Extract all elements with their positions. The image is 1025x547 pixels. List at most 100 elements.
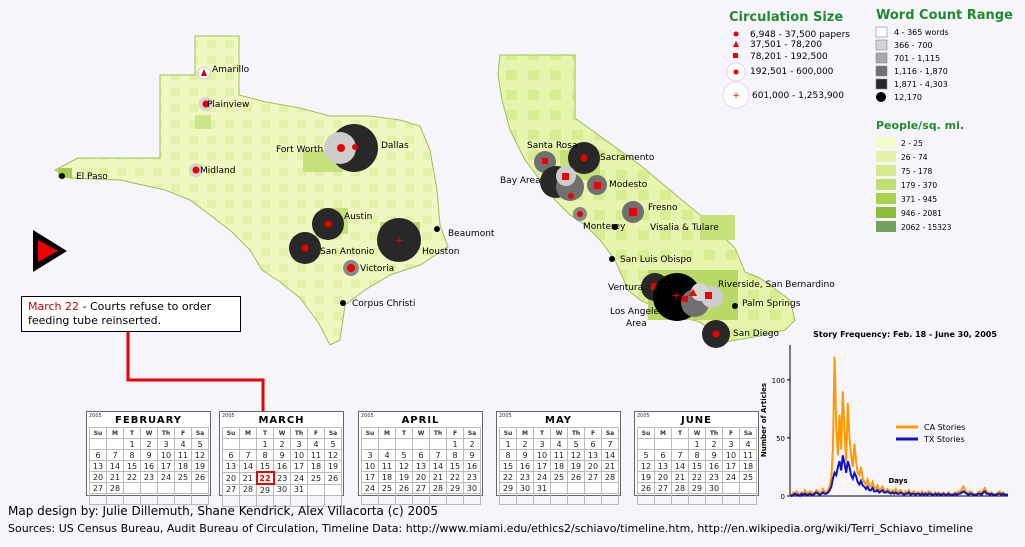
calendar-day[interactable]: 21 [106,471,124,483]
calendar-day[interactable]: 21 [601,460,619,472]
calendar-day[interactable]: 30 [516,482,534,494]
calendar-day[interactable]: 12 [567,449,585,461]
calendar-day[interactable]: 24 [722,471,740,483]
calendar-day[interactable]: 15 [446,460,464,472]
calendar-day[interactable]: 31 [533,482,551,494]
calendar-day[interactable]: 14 [671,460,689,472]
calendar-day[interactable]: 23 [705,471,723,483]
calendar-day[interactable]: 4 [550,438,568,450]
calendar-day[interactable]: 2 [273,438,291,450]
calendar-day[interactable]: 13 [412,460,430,472]
calendar-day[interactable]: 6 [222,449,240,461]
calendar-day[interactable]: 15 [688,460,706,472]
calendar-day[interactable]: 15 [256,460,274,473]
calendar-day[interactable]: 29 [446,482,464,494]
calendar-day[interactable]: 13 [222,460,240,473]
newspaper-marker[interactable] [377,218,421,262]
calendar-day[interactable]: 9 [273,449,291,461]
calendar-day[interactable]: 13 [584,449,602,461]
calendar-day[interactable]: 10 [722,449,740,461]
calendar-day[interactable]: 19 [191,460,209,472]
calendar-day[interactable]: 19 [395,471,413,483]
calendar-day[interactable]: 30 [273,483,291,496]
calendar-day[interactable]: 23 [463,471,481,483]
calendar-day[interactable]: 26 [191,471,209,483]
calendar-day[interactable]: 9 [516,449,534,461]
calendar-day[interactable]: 8 [123,449,141,461]
calendar-day[interactable]: 28 [106,482,124,494]
calendar-day[interactable]: 25 [550,471,568,483]
calendar-day[interactable]: 28 [671,482,689,494]
calendar-day[interactable]: 11 [550,449,568,461]
calendar-day[interactable]: 3 [290,438,308,450]
calendar-day[interactable]: 17 [157,460,175,472]
calendar-day[interactable]: 3 [157,438,175,450]
calendar-day[interactable]: 17 [361,471,379,483]
calendar-day[interactable]: 10 [290,449,308,461]
calendar-day[interactable]: 14 [106,460,124,472]
calendar-day[interactable]: 28 [429,482,447,494]
calendar-day[interactable]: 23 [516,471,534,483]
calendar-day[interactable]: 12 [637,460,655,472]
calendar-day[interactable]: 11 [378,460,396,472]
calendar-day[interactable]: 9 [140,449,158,461]
calendar-day[interactable]: 2 [516,438,534,450]
calendar-day[interactable]: 27 [412,482,430,494]
calendar-day[interactable]: 23 [140,471,158,483]
calendar-day[interactable]: 5 [567,438,585,450]
calendar-day[interactable]: 8 [688,449,706,461]
calendar-day[interactable]: 13 [89,460,107,472]
calendar-day[interactable]: 14 [429,460,447,472]
calendar-day[interactable]: 16 [516,460,534,472]
calendar-day[interactable]: 18 [174,460,192,472]
calendar-day[interactable]: 9 [705,449,723,461]
calendar-day[interactable]: 30 [463,482,481,494]
calendar-day[interactable]: 19 [567,460,585,472]
calendar-day[interactable]: 11 [739,449,757,461]
calendar-day[interactable]: 20 [654,471,672,483]
calendar-day[interactable]: 26 [324,471,342,485]
calendar-day[interactable]: 16 [273,460,291,473]
calendar-day[interactable]: 25 [739,471,757,483]
calendar-day[interactable]: 11 [174,449,192,461]
calendar-day[interactable]: 9 [463,449,481,461]
calendar-day[interactable]: 27 [89,482,107,494]
calendar-day[interactable]: 1 [499,438,517,450]
calendar-day[interactable]: 6 [654,449,672,461]
calendar-day[interactable]: 12 [191,449,209,461]
calendar-day[interactable]: 17 [533,460,551,472]
calendar-day[interactable]: 26 [567,471,585,483]
calendar-day[interactable]: 20 [222,471,240,485]
calendar-day[interactable]: 29 [256,483,274,496]
calendar-day[interactable]: 2 [463,438,481,450]
calendar-day[interactable]: 24 [157,471,175,483]
calendar-day[interactable]: 10 [361,460,379,472]
calendar-day[interactable]: 1 [123,438,141,450]
calendar-day[interactable]: 3 [533,438,551,450]
calendar-day[interactable]: 19 [324,460,342,473]
calendar-day[interactable]: 14 [239,460,257,473]
calendar-day[interactable]: 7 [429,449,447,461]
calendar-day[interactable]: 8 [256,449,274,461]
calendar-day[interactable]: 1 [256,438,274,450]
calendar-day[interactable]: 27 [584,471,602,483]
calendar-day[interactable]: 18 [739,460,757,472]
calendar-day[interactable]: 6 [584,438,602,450]
calendar-day[interactable]: 8 [446,449,464,461]
calendar-day[interactable]: 7 [671,449,689,461]
calendar-day[interactable]: 7 [601,438,619,450]
calendar-day[interactable]: 18 [378,471,396,483]
calendar-day[interactable]: 7 [239,449,257,461]
calendar-day[interactable]: 8 [499,449,517,461]
calendar-day[interactable]: 6 [89,449,107,461]
calendar-day[interactable]: 18 [307,460,325,473]
calendar-day[interactable]: 28 [239,483,257,496]
calendar-day[interactable]: 19 [637,471,655,483]
calendar-day[interactable]: 21 [429,471,447,483]
calendar-day[interactable]: 7 [106,449,124,461]
calendar-day[interactable]: 6 [412,449,430,461]
calendar-day[interactable]: 5 [395,449,413,461]
calendar-day[interactable]: 29 [688,482,706,494]
calendar-day[interactable]: 25 [174,471,192,483]
calendar-day[interactable]: 26 [637,482,655,494]
